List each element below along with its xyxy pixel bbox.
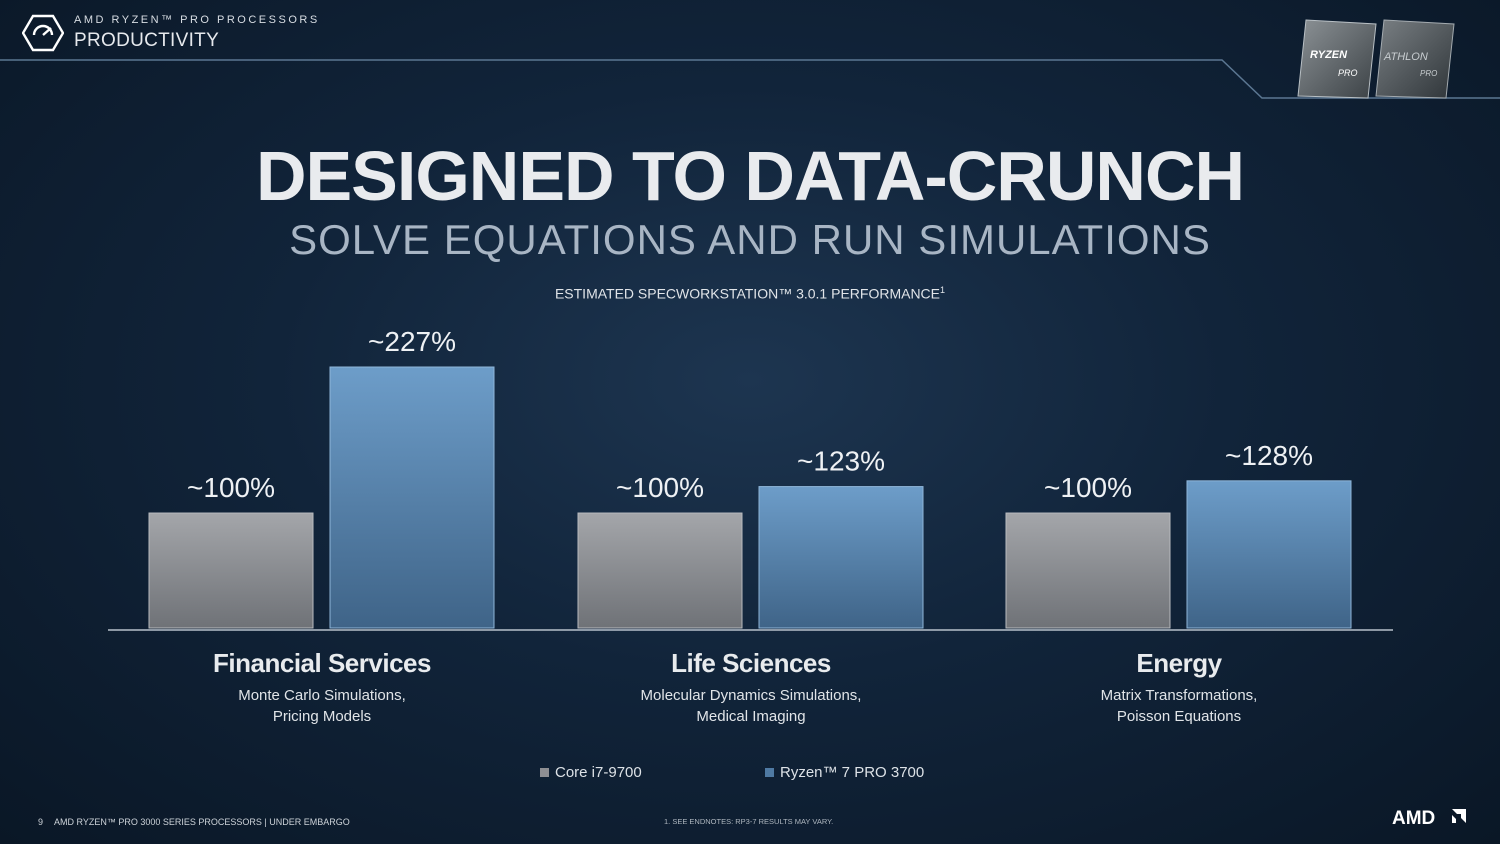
category-label-life-sciences: Life Sciences: [671, 648, 831, 678]
svg-text:ATHLON: ATHLON: [1383, 51, 1428, 63]
legend-swatch-blue: [765, 768, 774, 777]
legend-swatch-gray: [540, 768, 549, 777]
legend-label: Core i7-9700: [555, 764, 642, 781]
footer-text: AMD RYZEN™ PRO 3000 SERIES PROCESSORS | …: [54, 817, 350, 827]
category-desc-line: Monte Carlo Simulations,: [238, 687, 406, 704]
productivity-icon: [22, 14, 64, 52]
processor-chips-image: RYZEN PRO ATHLON PRO: [1297, 19, 1455, 99]
category-desc-line: Poisson Equations: [1116, 708, 1242, 725]
legend-label: Ryzen™ 7 PRO 3700: [780, 764, 925, 781]
page-number: 9: [38, 817, 44, 827]
category-desc-line: Medical Imaging: [696, 708, 806, 725]
amd-logo-text: AMD: [1392, 808, 1435, 828]
bar-ryzen-1: [758, 486, 924, 629]
svg-text:PRO: PRO: [1420, 69, 1437, 78]
chart-title: ESTIMATED SPECWORKSTATION™ 3.0.1 PERFORM…: [0, 285, 1500, 302]
data-label: ~227%: [368, 326, 456, 357]
main-title: DESIGNED TO DATA-CRUNCH: [255, 137, 1245, 215]
subtitle: SOLVE EQUATIONS AND RUN SIMULATIONS: [289, 216, 1211, 263]
legend-item-ryzen: Ryzen™ 7 PRO 3700: [765, 764, 924, 781]
category-desc-line: Matrix Transformations,: [1100, 687, 1258, 704]
category-desc-line: Molecular Dynamics Simulations,: [640, 687, 862, 704]
bar-ryzen-2: [1186, 480, 1352, 629]
bar-chart: ~100% ~227% ~100% ~123% ~100% ~128%: [108, 326, 1393, 631]
category-label-financial: Financial Services: [213, 648, 431, 678]
svg-text:PRO: PRO: [1338, 68, 1358, 78]
amd-logo: AMD: [1392, 808, 1466, 828]
category-desc-energy: Matrix Transformations, Poisson Equation…: [1014, 685, 1344, 727]
data-label: ~128%: [1225, 440, 1313, 471]
category-desc-line: Pricing Models: [272, 708, 372, 725]
section-title: PRODUCTIVITY: [74, 30, 220, 51]
data-label: ~100%: [1044, 472, 1132, 503]
bar-ryzen-0: [329, 366, 495, 629]
data-label: ~100%: [187, 472, 275, 503]
bar-core-i7-2: [1005, 512, 1171, 629]
bar-core-i7-1: [577, 512, 743, 629]
chart-title-text: ESTIMATED SPECWORKSTATION™ 3.0.1 PERFORM…: [554, 285, 941, 302]
bar-core-i7-0: [148, 512, 314, 629]
data-label: ~123%: [797, 446, 885, 477]
footnote: 1. SEE ENDNOTES: RP3-7 RESULTS MAY VARY.: [664, 817, 834, 826]
svg-text:RYZEN: RYZEN: [1310, 49, 1348, 61]
header-supertitle: AMD RYZEN™ PRO PROCESSORS: [74, 14, 320, 26]
chart-title-footnote-mark: 1: [940, 285, 946, 295]
category-label-energy: Energy: [1136, 648, 1222, 678]
category-desc-life-sciences: Molecular Dynamics Simulations, Medical …: [586, 685, 916, 727]
legend-item-core-i7: Core i7-9700: [540, 764, 642, 781]
data-label: ~100%: [616, 472, 704, 503]
category-desc-financial: Monte Carlo Simulations, Pricing Models: [157, 685, 487, 727]
